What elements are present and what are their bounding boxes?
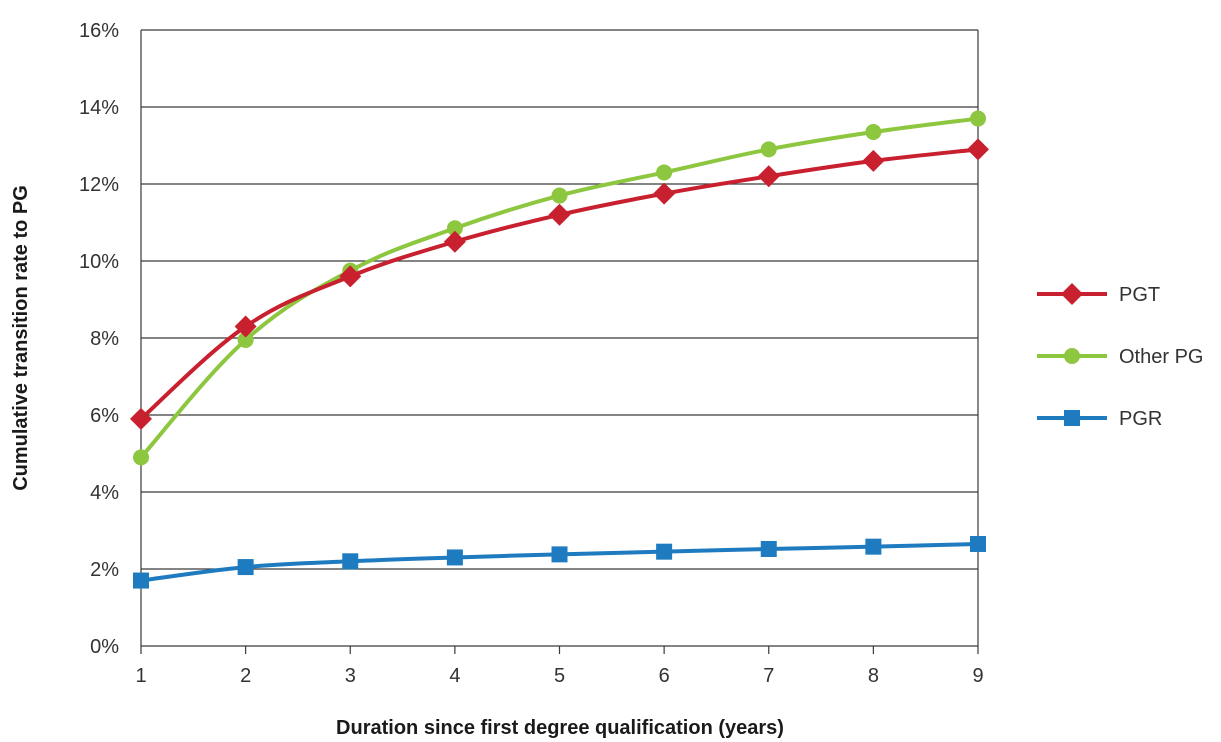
legend-label: PGT [1119,284,1160,306]
series-line-other-pg [139,116,979,459]
y-tick-label: 4% [90,482,119,504]
x-tick-label: 4 [449,665,460,687]
legend-label: Other PG [1119,346,1203,368]
data-point-pgt [757,165,780,188]
data-point-other-pg [237,331,254,348]
data-point-pgr [342,553,359,570]
data-point-other-pg [551,187,568,204]
tick-labels: 0% 2% 4% 6% 8% 10% 12% 14% 16% 1 2 3 4 5 6 7 8 9 [79,20,984,687]
data-point-pgr [656,543,673,560]
x-tick-label: 8 [868,665,879,687]
legend-item-pgr: PGR [1037,408,1162,430]
data-point-pgt [443,230,466,253]
y-tick-label: 12% [79,174,119,196]
y-tick-label: 16% [79,20,119,42]
x-axis-title: Duration since first degree qualificatio… [336,717,784,739]
data-point-pgt [339,265,362,288]
x-tick-label: 9 [972,665,983,687]
series-pgr [133,535,986,589]
series-pgt [130,138,989,430]
x-tick-label: 5 [554,665,565,687]
data-point-pgr [760,540,777,557]
data-point-pgr [133,572,149,589]
y-tick-label: 10% [79,251,119,273]
series-group [130,110,989,589]
y-axis-title: Cumulative transition rate to PG [10,185,32,491]
y-tick-label: 14% [79,97,119,119]
data-point-other-pg [865,124,882,141]
y-tick-label: 0% [90,636,119,658]
legend-marker-pgr [1064,410,1080,426]
data-point-pgt [130,407,152,430]
series-other-pg [133,110,986,466]
y-tick-label: 2% [90,559,119,581]
data-point-pgt [548,203,571,226]
data-point-pgt [234,315,257,338]
legend-item-pgt: PGT [1037,283,1160,306]
data-point-other-pg [446,220,463,237]
y-tick-label: 6% [90,405,119,427]
data-point-pgr [446,549,463,566]
x-tick-label: 1 [135,665,146,687]
grid-lines [141,29,978,570]
data-point-other-pg [970,110,986,127]
legend-marker-other-pg [1064,348,1080,364]
data-point-pgt [653,182,676,205]
data-point-other-pg [656,164,673,181]
x-tick-label: 2 [240,665,251,687]
data-point-pgt [862,149,885,172]
data-point-pgr [970,535,986,552]
x-tick-label: 3 [345,665,356,687]
data-point-pgr [551,546,568,563]
legend: PGT Other PG PGR [1037,283,1203,430]
y-tick-label: 8% [90,328,119,350]
x-tick-label: 7 [763,665,774,687]
data-point-pgr [237,559,254,576]
data-point-pgt [967,138,989,161]
legend-item-other-pg: Other PG [1037,346,1203,368]
x-tick-label: 6 [659,665,670,687]
legend-label: PGR [1119,408,1162,430]
data-point-other-pg [133,449,149,466]
data-point-other-pg [760,141,777,158]
data-point-pgr [865,538,882,555]
legend-marker-pgt [1061,283,1083,305]
